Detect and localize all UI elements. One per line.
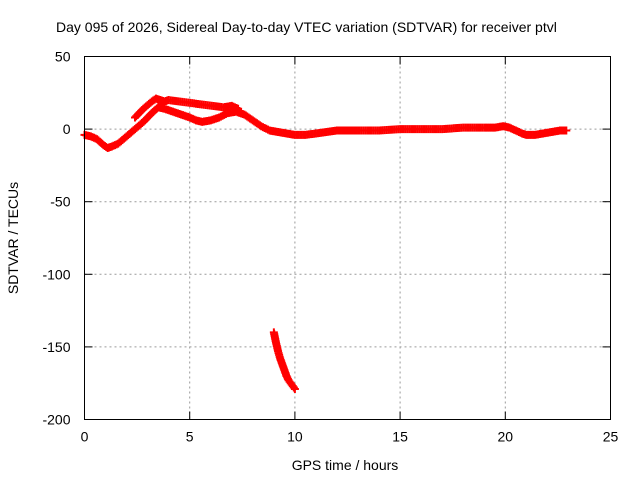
x-tick-label: 5 <box>186 429 194 445</box>
chart-title: Day 095 of 2026, Sidereal Day-to-day VTE… <box>56 19 557 35</box>
y-tick-label: 50 <box>55 49 71 65</box>
series-main-upper-band <box>130 94 243 122</box>
x-tick-label: 15 <box>392 429 408 445</box>
x-axis-label: GPS time / hours <box>292 457 399 473</box>
x-tick-label: 10 <box>287 429 303 445</box>
y-axis-label: SDTVAR / TECUs <box>5 182 21 294</box>
series-main <box>80 103 571 152</box>
plot-frame <box>84 56 611 420</box>
series-point <box>234 104 243 113</box>
series-point <box>290 385 299 394</box>
y-tick-label: -200 <box>42 412 70 428</box>
y-tick-label: -100 <box>42 266 70 282</box>
series-point <box>289 383 298 392</box>
x-tick-label: 20 <box>498 429 514 445</box>
tick-labels: 0 5 10 15 20 25 50 0 -50 -100 -150 -200 <box>42 49 618 445</box>
y-tick-label: 0 <box>63 121 71 137</box>
series-arc <box>269 328 299 394</box>
series-point <box>562 126 571 135</box>
y-tick-label: -150 <box>42 339 70 355</box>
x-tick-label: 0 <box>81 429 89 445</box>
x-tick-label: 25 <box>603 429 619 445</box>
data-marks <box>80 94 571 394</box>
y-tick-label: -50 <box>50 194 70 210</box>
